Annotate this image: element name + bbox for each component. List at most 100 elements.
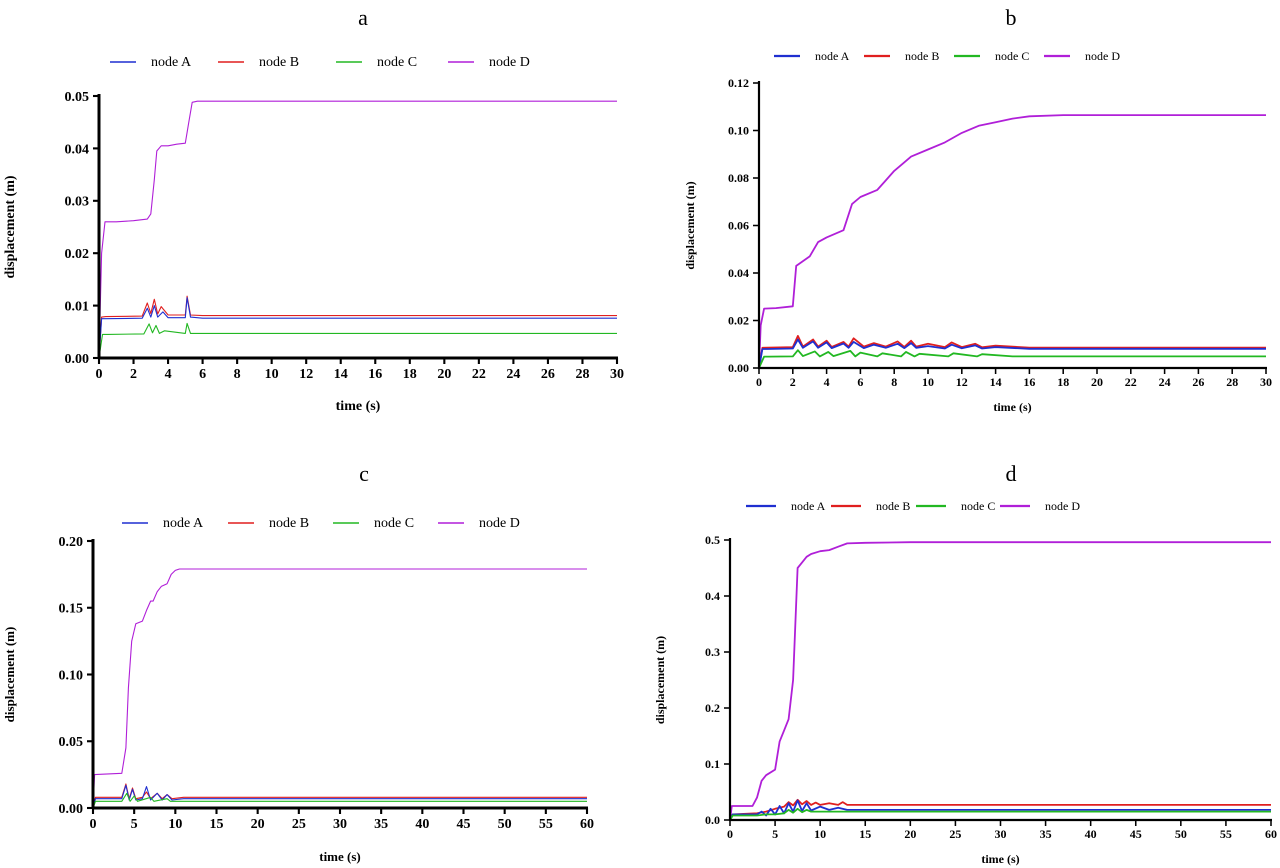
series-line-node-c bbox=[92, 792, 587, 809]
x-tick-label: 15 bbox=[210, 817, 224, 832]
x-tick-label: 28 bbox=[1226, 375, 1238, 389]
y-tick-label: 0.02 bbox=[65, 247, 90, 262]
y-tick-label: 0.05 bbox=[59, 735, 84, 750]
x-tick-label: 12 bbox=[956, 375, 968, 389]
x-axis-title: time (s) bbox=[319, 849, 361, 864]
y-tick-label: 0.15 bbox=[59, 602, 84, 617]
y-tick-label: 0.04 bbox=[65, 142, 90, 157]
legend-label: node D bbox=[479, 516, 520, 531]
y-tick-label: 0.04 bbox=[728, 266, 749, 280]
series-line-node-b bbox=[92, 783, 587, 809]
series-line-node-b bbox=[729, 798, 1271, 821]
panel-letter: b bbox=[1006, 5, 1017, 30]
x-tick-label: 18 bbox=[403, 367, 417, 382]
y-tick-label: 0.3 bbox=[705, 645, 720, 659]
x-tick-label: 10 bbox=[922, 375, 934, 389]
x-tick-label: 14 bbox=[990, 375, 1002, 389]
y-axis-title: displacement (m) bbox=[3, 175, 18, 278]
x-tick-label: 22 bbox=[1125, 375, 1137, 389]
legend-label: node A bbox=[151, 55, 192, 70]
x-tick-label: 5 bbox=[772, 827, 778, 841]
x-tick-label: 14 bbox=[334, 367, 348, 382]
x-tick-label: 12 bbox=[299, 367, 313, 382]
x-tick-label: 8 bbox=[891, 375, 897, 389]
legend-label: node C bbox=[374, 516, 414, 531]
x-tick-label: 50 bbox=[1175, 827, 1187, 841]
x-tick-label: 35 bbox=[374, 817, 388, 832]
x-axis-title: time (s) bbox=[981, 852, 1019, 866]
legend-label: node C bbox=[995, 49, 1029, 63]
x-tick-label: 28 bbox=[575, 367, 589, 382]
x-tick-label: 10 bbox=[265, 367, 279, 382]
series-line-node-d bbox=[98, 100, 617, 359]
x-tick-label: 55 bbox=[539, 817, 553, 832]
y-tick-label: 0.06 bbox=[728, 219, 749, 233]
y-tick-label: 0.10 bbox=[728, 124, 749, 138]
y-tick-label: 0.03 bbox=[65, 195, 90, 210]
x-tick-label: 4 bbox=[165, 367, 172, 382]
x-tick-label: 25 bbox=[949, 827, 961, 841]
x-tick-label: 30 bbox=[995, 827, 1007, 841]
series-line-node-a bbox=[729, 799, 1271, 821]
legend-label: node B bbox=[259, 55, 299, 70]
x-tick-label: 5 bbox=[131, 817, 138, 832]
x-tick-label: 55 bbox=[1220, 827, 1232, 841]
x-tick-label: 50 bbox=[498, 817, 512, 832]
x-axis-title: time (s) bbox=[993, 400, 1031, 414]
x-tick-label: 45 bbox=[457, 817, 471, 832]
y-tick-label: 0.00 bbox=[59, 802, 84, 817]
x-tick-label: 40 bbox=[1085, 827, 1097, 841]
x-tick-label: 0 bbox=[756, 375, 762, 389]
x-tick-label: 8 bbox=[234, 367, 241, 382]
series-line-node-d bbox=[92, 568, 587, 809]
x-tick-label: 20 bbox=[251, 817, 265, 832]
x-tick-label: 30 bbox=[333, 817, 347, 832]
x-tick-label: 10 bbox=[814, 827, 826, 841]
series-line-node-d bbox=[758, 114, 1266, 369]
legend-label: node D bbox=[1045, 499, 1080, 513]
panel-letter: d bbox=[1006, 461, 1017, 486]
x-tick-label: 16 bbox=[368, 367, 382, 382]
x-tick-label: 30 bbox=[610, 367, 624, 382]
x-tick-label: 16 bbox=[1023, 375, 1035, 389]
series-line-node-c bbox=[98, 322, 617, 359]
x-tick-label: 0 bbox=[727, 827, 733, 841]
y-axis-title: displacement (m) bbox=[683, 181, 697, 269]
x-tick-label: 40 bbox=[415, 817, 429, 832]
y-tick-label: 0.2 bbox=[705, 701, 720, 715]
chart-panel-b: b node A node B node C node D 0.00 0.02 0.04 0.0… bbox=[683, 5, 1272, 414]
panel-letter: c bbox=[359, 461, 369, 486]
y-tick-label: 0.0 bbox=[705, 813, 720, 827]
x-tick-label: 20 bbox=[1091, 375, 1103, 389]
series-line-node-a bbox=[758, 338, 1266, 369]
x-axis-title: time (s) bbox=[336, 399, 381, 414]
series-line-node-c bbox=[758, 349, 1266, 369]
panel-letter: a bbox=[358, 5, 368, 30]
legend-label: node A bbox=[163, 516, 204, 531]
x-tick-label: 2 bbox=[130, 367, 137, 382]
legend-label: node B bbox=[269, 516, 309, 531]
legend-label: node A bbox=[815, 49, 850, 63]
y-tick-label: 0.5 bbox=[705, 533, 720, 547]
y-tick-label: 0.20 bbox=[59, 535, 84, 550]
x-tick-label: 0 bbox=[96, 367, 103, 382]
x-tick-label: 2 bbox=[790, 375, 796, 389]
y-axis-title: displacement (m) bbox=[2, 627, 17, 723]
legend-label: node C bbox=[377, 55, 417, 70]
legend-label: node A bbox=[791, 499, 826, 513]
y-tick-label: 0.1 bbox=[705, 757, 720, 771]
series-line-node-a bbox=[92, 784, 587, 809]
x-tick-label: 6 bbox=[199, 367, 206, 382]
chart-panel-c: c node A node B node C node D 0.00 0.05 0.10 0.1… bbox=[2, 461, 594, 864]
x-tick-label: 15 bbox=[859, 827, 871, 841]
y-tick-label: 0.02 bbox=[728, 314, 749, 328]
x-tick-label: 6 bbox=[857, 375, 863, 389]
y-tick-label: 0.01 bbox=[65, 300, 90, 315]
x-tick-label: 60 bbox=[580, 817, 594, 832]
series-line-node-a bbox=[98, 297, 617, 359]
y-tick-label: 0.10 bbox=[59, 668, 84, 683]
y-axis-title: displacement (m) bbox=[653, 636, 667, 724]
series-line-node-b bbox=[98, 295, 617, 359]
x-tick-label: 10 bbox=[168, 817, 182, 832]
